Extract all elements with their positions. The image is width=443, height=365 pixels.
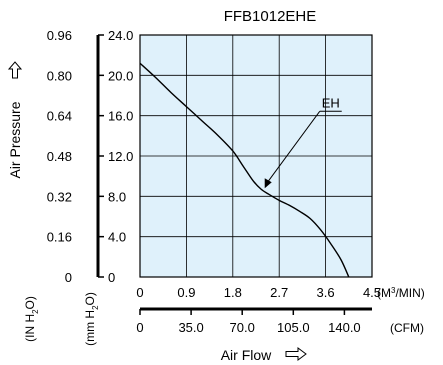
x-secondary-tick-label-3: 105.0: [277, 320, 310, 335]
y-primary-unit-label: (mm H2O): [83, 292, 100, 346]
y-primary-tick-label-2: 8.0: [108, 189, 126, 204]
y-primary-ticks: 0 4.0 8.0 12.0 16.0 20.0 24.0: [98, 28, 133, 285]
y-primary-tick-label-6: 24.0: [108, 28, 133, 43]
x-primary-tick-label-1: 0.9: [177, 285, 195, 300]
x-primary-unit-label: (M3/MIN): [377, 286, 425, 300]
y-secondary-ticks: 0 0.16 0.32 0.48 0.64 0.80 0.96: [47, 28, 72, 285]
x-primary-tick-label-2: 1.8: [224, 285, 242, 300]
annotation-label-0: EH: [322, 95, 340, 110]
y-secondary-tick-label-2: 0.32: [47, 189, 72, 204]
annotation-leader-0: [266, 110, 321, 184]
chart-title: FFB1012EHE: [224, 8, 317, 25]
x-axis-title-group: Air Flow: [221, 347, 307, 363]
y-secondary-tick-label-0: 0: [65, 270, 72, 285]
series-layer: EH: [139, 62, 350, 278]
y-secondary-tick-label-3: 0.48: [47, 149, 72, 164]
annotation-arrowhead-0: [264, 178, 272, 189]
y-primary-tick-label-5: 20.0: [108, 68, 133, 83]
x-axis-title: Air Flow: [221, 347, 272, 363]
y-secondary-tick-label-6: 0.96: [47, 28, 72, 43]
y-secondary-tick-label-1: 0.16: [47, 230, 72, 245]
x-secondary-tick-label-4: 140.0: [328, 320, 361, 335]
x-secondary-tick-label-1: 35.0: [178, 320, 203, 335]
x-primary-tick-label-3: 2.7: [270, 285, 288, 300]
y-secondary-unit-label: (IN H2O): [23, 296, 40, 342]
x-primary-tick-label-0: 0: [136, 285, 143, 300]
series-line-EH: [139, 62, 350, 278]
arrow-up-icon: [7, 61, 23, 79]
y-axis-title-group: Air Pressure: [7, 61, 23, 179]
x-secondary-tick-label-0: 0: [136, 320, 143, 335]
y-primary-tick-label-1: 4.0: [108, 230, 126, 245]
y-primary-tick-label-4: 16.0: [108, 109, 133, 124]
y-secondary-tick-label-4: 0.64: [47, 109, 72, 124]
grid-lines: [140, 35, 372, 277]
y-primary-tick-label-0: 0: [108, 270, 115, 285]
arrow-right-icon: [285, 347, 307, 361]
y-axis-title: Air Pressure: [7, 101, 23, 178]
x-secondary-tick-label-2: 70.0: [230, 320, 255, 335]
y-secondary-tick-label-5: 0.80: [47, 68, 72, 83]
x-primary-tick-label-5: 4.5: [363, 285, 381, 300]
x-primary-ticks: 0 0.9 1.8 2.7 3.6 4.5: [136, 285, 381, 300]
x-primary-tick-label-4: 3.6: [317, 285, 335, 300]
x-secondary-ticks: 0 35.0 70.0 105.0 140.0: [136, 309, 361, 335]
x-secondary-unit-label: (CFM): [390, 321, 424, 335]
y-primary-tick-label-3: 12.0: [108, 149, 133, 164]
